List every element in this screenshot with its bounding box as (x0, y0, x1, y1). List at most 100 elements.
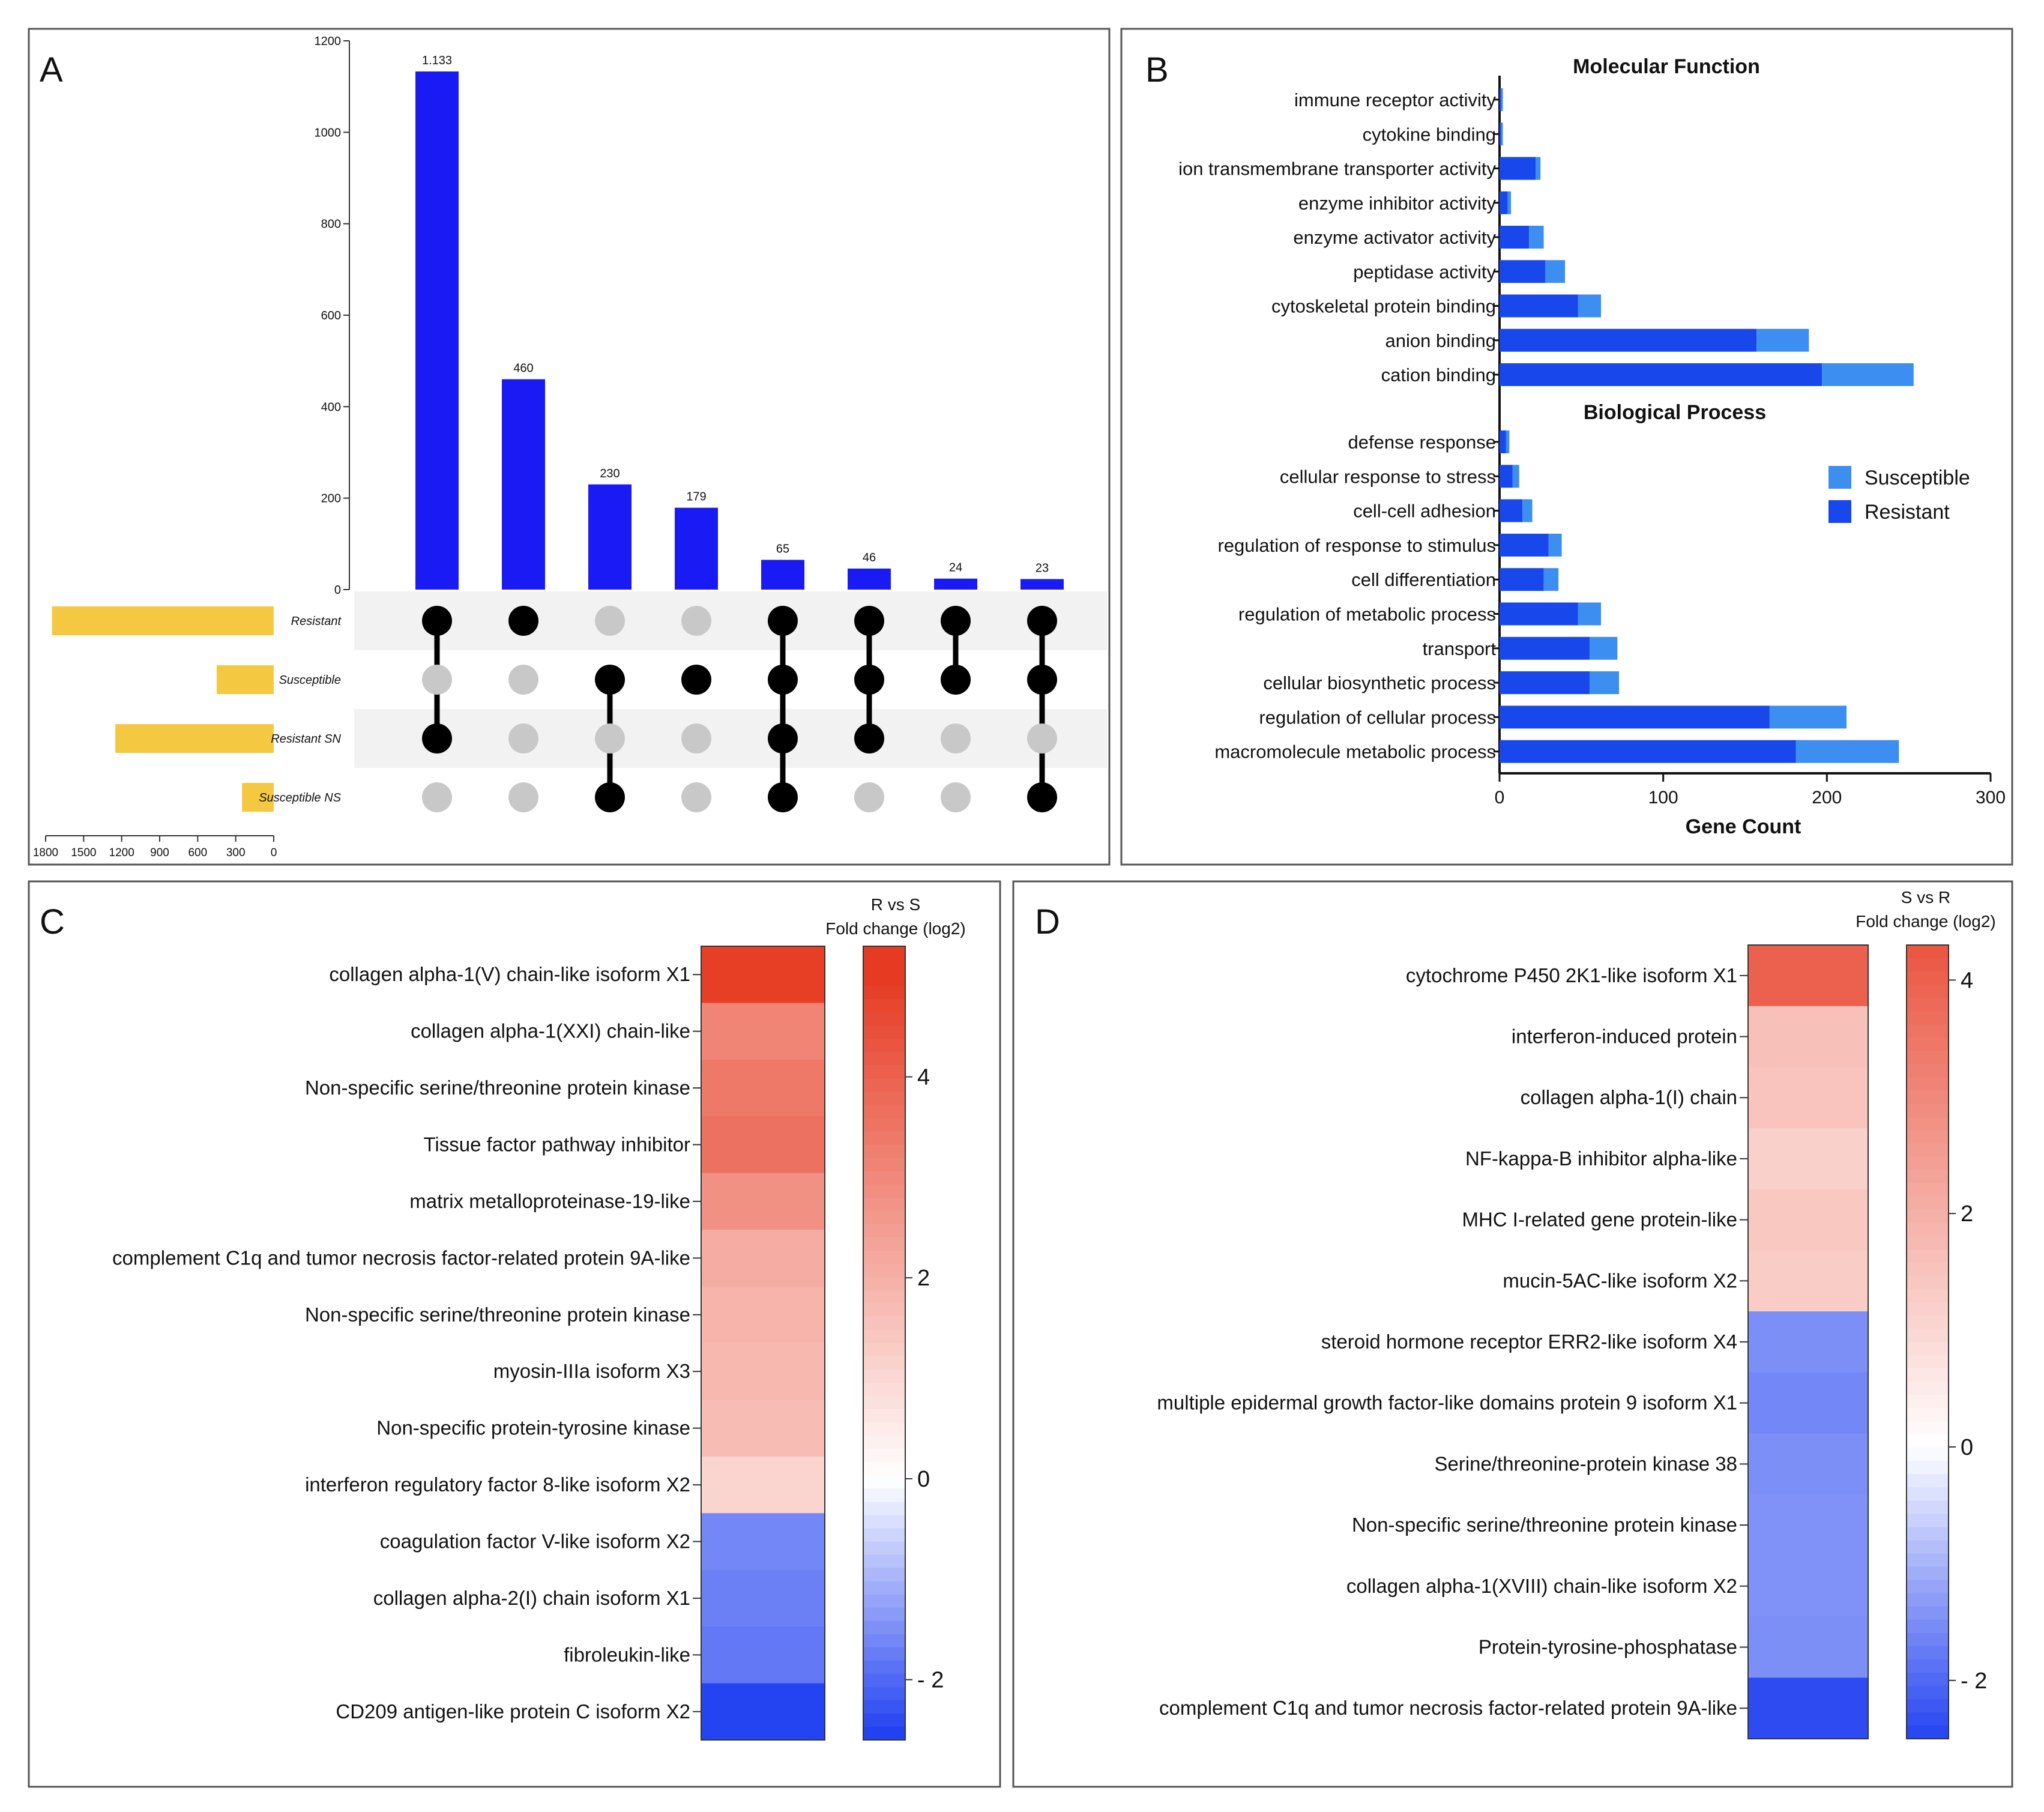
colorbar-segment (863, 959, 905, 973)
colorbar-segment (1907, 1183, 1949, 1197)
b-category-label: regulation of cellular process (1259, 707, 1496, 728)
heatmap-row-label: MHC I-related gene protein-like (1462, 1209, 1737, 1231)
b-bar-susceptible-enzyme-activator-activity (1529, 226, 1544, 249)
heatmap-cell-interferon-regulatory-factor-8-like-isoform-x2 (701, 1456, 825, 1514)
heatmap-cell-collagen-alpha-1-xviii-chain-like-isoform-x2 (1748, 1555, 1868, 1617)
heatmap-row-label: Non-specific serine/threonine protein ki… (305, 1303, 690, 1326)
colorbar-outline (863, 946, 906, 1741)
colorbar-segment (1907, 1275, 1949, 1290)
colorbar-segment (1907, 1632, 1949, 1647)
colorbar-segment (1907, 1143, 1949, 1158)
b-category-label: enzyme inhibitor activity (1298, 193, 1497, 214)
b-category-label: defense response (1348, 432, 1496, 453)
panel-a-frame (28, 28, 1111, 866)
colorbar-segment (863, 1660, 905, 1675)
b-bar-susceptible-cytoskeletal-protein-binding (1578, 294, 1602, 318)
colorbar-segment (863, 1449, 905, 1463)
colorbar-segment (1907, 1222, 1949, 1237)
heatmap-row-label: steroid hormone receptor ERR2-like isofo… (1321, 1330, 1737, 1353)
colorbar-segment (863, 1528, 905, 1542)
a-set-size-tick-label: 600 (188, 847, 207, 859)
panel-a-label: A (40, 50, 63, 89)
colorbar-segment (863, 1515, 905, 1529)
heatmap-cell-collagen-alpha-1-v-chain-like-isoform-x1 (701, 946, 825, 1003)
b-category-label: enzyme activator activity (1293, 227, 1496, 248)
colorbar-segment (863, 1409, 905, 1423)
panel-c-frame (28, 880, 1001, 1788)
b-category-label: cytokine binding (1363, 124, 1496, 145)
panel-d-frame (1012, 880, 2013, 1788)
a-intersection-count: 24 (949, 561, 962, 575)
b-bar-susceptible-cation-binding (1822, 363, 1914, 386)
d-colorbar-title: S vs R (1901, 888, 1950, 907)
a-intersection-bar (675, 507, 718, 590)
legend-swatch-susceptible (1828, 466, 1851, 489)
heatmap-row-label: cytochrome P450 2K1-like isoform X1 (1406, 964, 1737, 986)
a-membership-dot-off (595, 606, 625, 636)
colorbar-segment (1907, 1474, 1949, 1488)
a-y-tick-label: 400 (321, 400, 341, 414)
heatmap-row-label: collagen alpha-1(XVIII) chain-like isofo… (1346, 1575, 1737, 1597)
panel-d-label: D (1035, 902, 1060, 941)
heatmap-cell-collagen-alpha-1-i-chain (1748, 1067, 1868, 1129)
colorbar-segment (863, 1316, 905, 1330)
colorbar-segment (1907, 1448, 1949, 1461)
heatmap-cell-myosin-iiia-isoform-x3 (701, 1343, 825, 1400)
colorbar-segment (1907, 1315, 1949, 1329)
heatmap-cell-tissue-factor-pathway-inhibitor (701, 1116, 825, 1174)
colorbar-segment (1907, 1288, 1949, 1303)
b-bar-susceptible-immune-receptor-activity (1501, 88, 1503, 111)
heatmap-cell-mhc-i-related-gene-protein-like (1748, 1189, 1868, 1251)
b-bar-susceptible-cellular-response-to-stress (1512, 465, 1519, 488)
colorbar-segment (1907, 1593, 1949, 1607)
colorbar-segment (1907, 1553, 1949, 1568)
colorbar-segment (1907, 1249, 1949, 1263)
heatmap-row-label: matrix metalloproteinase-19-like (409, 1190, 690, 1212)
colorbar-segment (1907, 1209, 1949, 1224)
b-bar-resistant-regulation-of-response-to-stimulus (1500, 533, 1549, 557)
colorbar-segment (863, 1607, 905, 1622)
b-category-label: ion transmembrane transporter activity (1178, 159, 1496, 180)
colorbar-tick-label: 4 (917, 1065, 930, 1090)
panel-a-upset-plot: 0200400600800100012001.13346023017965462… (33, 35, 1107, 859)
b-bar-resistant-defense-response (1500, 430, 1506, 453)
a-set-size-tick-label: 300 (226, 847, 246, 859)
b-category-label: cell-cell adhesion (1353, 501, 1496, 522)
panel-c-heatmap: collagen alpha-1(V) chain-like isoform X… (112, 946, 944, 1741)
heatmap-cell-mucin-5ac-like-isoform-x2 (1748, 1250, 1868, 1312)
a-membership-dot-off (595, 723, 625, 753)
colorbar-segment (863, 1370, 905, 1383)
colorbar-outline (1906, 944, 1949, 1739)
a-membership-dot-off (508, 665, 538, 695)
heatmap-cell-non-specific-serine-threonine-protein-kinase (701, 1286, 825, 1344)
colorbar-segment (863, 1078, 905, 1092)
colorbar-segment (1907, 1725, 1949, 1739)
colorbar-segment (863, 1065, 905, 1079)
heatmap-row-label: fibroleukin-like (564, 1643, 690, 1666)
a-y-tick-label: 600 (321, 309, 341, 322)
a-intersection-bar (761, 560, 804, 590)
heatmap-row-label: mucin-5AC-like isoform X2 (1503, 1269, 1737, 1291)
panel-b-label: B (1145, 50, 1169, 89)
a-membership-dot-on (595, 665, 625, 695)
b-bar-resistant-regulation-of-metabolic-process (1500, 602, 1578, 626)
heatmap-cell-non-specific-serine-threonine-protein-kinase (701, 1059, 825, 1117)
a-row-stripe (354, 591, 1107, 650)
heatmap-cell-cd209-antigen-like-protein-c-isoform-x2 (701, 1683, 825, 1741)
a-membership-dot-on (1027, 665, 1057, 695)
a-membership-dot-on (1027, 606, 1057, 636)
legend-label-susceptible: Susceptible (1865, 467, 1970, 489)
b-bar-resistant-regulation-of-cellular-process (1500, 705, 1770, 729)
a-membership-dot-off (941, 723, 971, 753)
heatmap-cell-cytochrome-p450-2k1-like-isoform-x1 (1748, 945, 1868, 1007)
heatmap-row-label: Non-specific serine/threonine protein ki… (1352, 1514, 1737, 1536)
a-set-label: Resistant SN (271, 732, 341, 746)
heatmap-cell-fibroleukin-like (701, 1626, 825, 1684)
colorbar-segment (863, 1263, 905, 1278)
heatmap-cell-collagen-alpha-2-i-chain-isoform-x1 (701, 1569, 825, 1627)
b-category-label: regulation of response to stimulus (1217, 535, 1496, 556)
a-set-size-tick-label: 1800 (33, 847, 58, 859)
colorbar-segment (1907, 945, 1949, 959)
b-bar-susceptible-regulation-of-metabolic-process (1578, 602, 1602, 626)
b-x-axis-title: Gene Count (1686, 815, 1801, 838)
